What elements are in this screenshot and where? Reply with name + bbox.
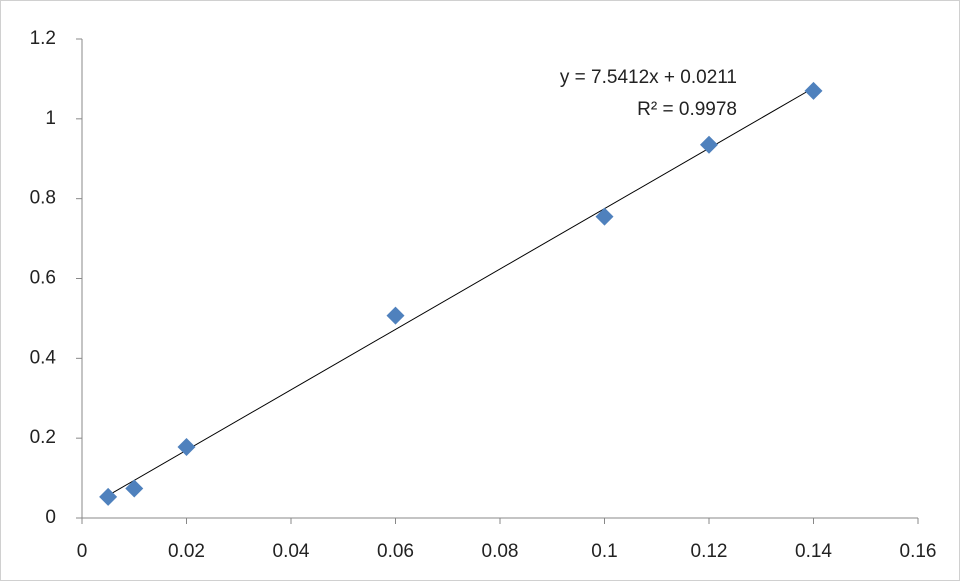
chart: y = 7.5412x + 0.0211 R² = 0.9978 0 0.2 0.4…: [0, 0, 960, 581]
y-tick-label: 1: [45, 108, 56, 129]
y-tick-label: 0.6: [30, 268, 56, 289]
y-tick-label: 0.8: [30, 188, 56, 209]
x-tick-label: 0.14: [795, 541, 832, 562]
x-tick-label: 0.02: [168, 541, 205, 562]
y-tick-label: 0.2: [30, 427, 56, 448]
trendline-r2: R² = 0.9978: [637, 99, 737, 120]
x-tick-label: 0.08: [482, 541, 519, 562]
x-tick-label: 0.16: [900, 541, 937, 562]
x-tick-label: 0.04: [273, 541, 310, 562]
x-tick-label: 0.06: [377, 541, 414, 562]
x-tick-label: 0: [77, 541, 88, 562]
x-tick-label: 0.1: [591, 541, 617, 562]
y-tick-label: 0.4: [30, 347, 57, 368]
y-tick-label: 0: [45, 507, 56, 528]
trendline-equation: y = 7.5412x + 0.0211: [560, 67, 737, 88]
y-tick-label: 1.2: [30, 28, 56, 49]
x-tick-label: 0.12: [691, 541, 728, 562]
